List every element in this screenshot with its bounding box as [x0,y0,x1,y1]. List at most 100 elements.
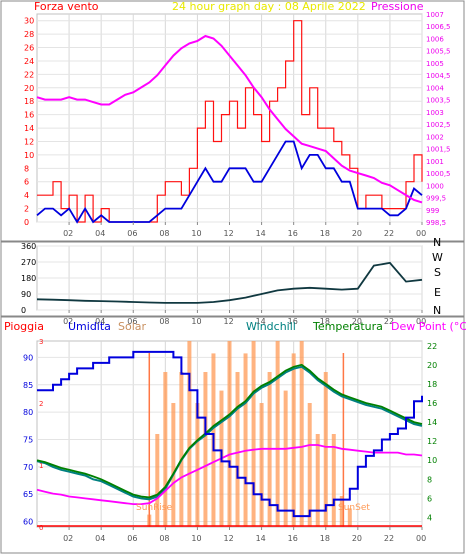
humidity-tick-label: 60 [23,518,33,527]
x-tick-label: 02 [63,534,73,543]
humidity-tick-label: 70 [23,463,33,472]
compass-label-n-bottom: N [433,304,441,317]
pressure-tick-label: 1007 [426,11,444,19]
series-layer [36,20,423,224]
temperature-tick-label: 12 [427,437,437,446]
compass-label-w: W [432,251,443,264]
legend-windchill: Windchill [246,320,296,333]
panel-border [0,316,465,554]
pressure-tick-label: 1003 [426,109,444,117]
wind-tick-label: 0 [24,218,29,227]
x-tick-label: 06 [127,534,137,543]
direction-tick-label: 180 [21,274,36,283]
x-axis: 02 04 06 08 10 12 14 16 18 20 22 00 [63,310,426,326]
temperature-tick-label: 18 [427,380,437,389]
solar-bar [331,434,336,527]
x-tick-label: 10 [191,534,201,543]
temperature-tick-label: 8 [427,475,432,484]
rain-tick-label: 1 [39,462,43,470]
wind-tick-label: 28 [24,30,34,39]
x-tick-label: 22 [384,317,394,326]
wind-tick-label: 24 [24,57,34,66]
pressure-tick-label: 1005,5 [426,48,451,56]
x-tick-label: 00 [416,317,426,326]
pressure-tick-label: 1004 [426,84,444,92]
x-tick-label: 08 [159,534,169,543]
pressure-tick-label: 1004,5 [426,72,451,80]
x-tick-label: 20 [352,534,362,543]
wind-tick-label: 14 [24,124,34,133]
x-tick-label: 14 [256,317,266,326]
pressure-tick-label: 1005 [426,60,444,68]
pressure-tick-label: 999 [426,207,439,215]
x-tick-label: 08 [159,317,169,326]
humidity-tick-label: 65 [23,490,33,499]
rain-tick-label: 2 [39,400,43,408]
x-tick-label: 20 [352,317,362,326]
solar-bar [339,496,344,527]
solar-bar [163,372,168,527]
dewpoint-series [36,444,423,505]
pressure-tick-label: 1000,5 [426,170,451,178]
humidity-tick-label: 75 [23,435,33,444]
x-tick-label: 06 [127,317,137,326]
series-layer [36,350,423,527]
windchill-series [36,365,423,501]
x-tick-label: 00 [416,534,426,543]
temperature-tick-label: 20 [427,361,437,370]
direction-tick-label: 360 [21,242,36,251]
rain-tick-label: 3 [39,338,43,346]
x-tick-label: 12 [224,317,234,326]
x-axis: 02 04 06 08 10 12 14 16 18 20 22 00 [63,222,426,238]
compass-label-n-top: N [433,236,441,249]
x-tick-label: 14 [256,229,266,238]
humidity-y-axis: 60 65 70 75 80 85 90 [23,353,33,526]
solar-bar [155,434,160,527]
x-tick-label: 18 [320,229,330,238]
humidity-tick-label: 80 [23,408,33,417]
wind-tick-label: 26 [24,44,34,53]
gust-series [37,20,423,223]
pressure-tick-label: 1001,5 [426,146,451,154]
x-tick-label: 04 [95,534,105,543]
solar-bar [251,341,256,527]
temperature-tick-label: 22 [427,342,437,351]
solar-bar [187,341,192,527]
x-tick-label: 02 [63,229,73,238]
wind-axis-label: Forza vento [34,0,99,13]
direction-tick-label: 0 [21,306,26,315]
speed-series [36,140,423,224]
pressure-tick-label: 1002,5 [426,121,451,129]
solar-bar [347,508,352,527]
panel-border [0,0,465,242]
solar-bar [315,434,320,527]
wind-tick-label: 16 [24,111,34,120]
pressure-tick-label: 999,5 [426,195,446,203]
series-layer [36,261,423,304]
pressure-tick-label: 998,5 [426,219,446,227]
wind-tick-label: 10 [24,151,34,160]
solar-bar [171,403,176,527]
solar-bar [235,372,240,527]
temperature-humidity-panel: Pioggia Umidita Solar Windchill Temperat… [0,316,466,554]
chart-title: 24 hour graph day : 08 Aprile 2022 [172,0,366,13]
x-tick-label: 10 [191,317,201,326]
x-tick-label: 04 [95,317,105,326]
x-tick-label: 10 [191,229,201,238]
direction-tick-label: 90 [21,290,31,299]
compass-label-e: E [434,286,441,299]
x-tick-label: 22 [384,229,394,238]
wind-direction-series [36,261,423,304]
pressure-tick-label: 1006 [426,35,444,43]
solar-bar [275,341,280,527]
wind-tick-label: 2 [24,205,29,214]
solar-bar [323,372,328,527]
wind-pressure-panel: Forza vento 24 hour graph day : 08 April… [0,0,465,242]
compass-label-s: S [434,266,441,279]
wind-tick-label: 20 [24,84,34,93]
solar-bar [179,372,184,527]
sunset-annotation: SunSet [338,503,370,513]
solar-bar [307,403,312,527]
